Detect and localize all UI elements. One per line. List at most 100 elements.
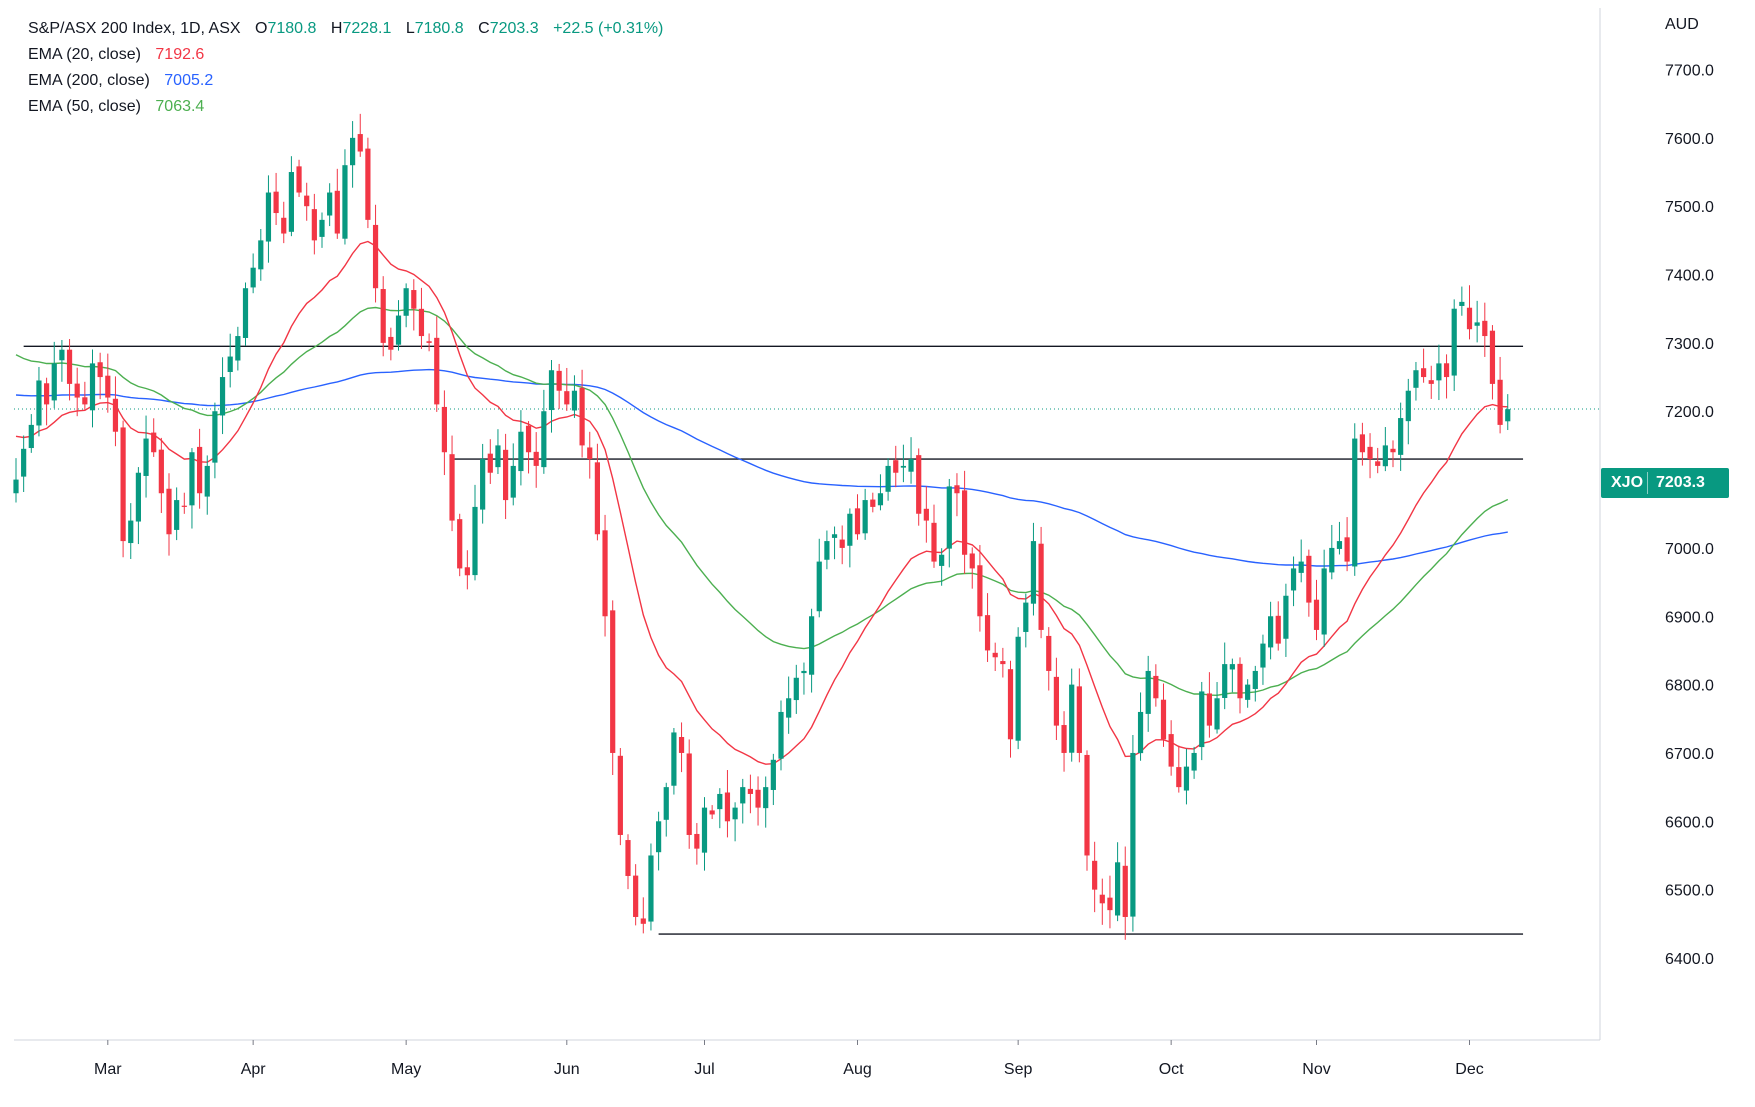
candle-up[interactable]: [1459, 301, 1465, 306]
candle-down[interactable]: [931, 522, 937, 562]
candle-up[interactable]: [235, 336, 241, 361]
candle-down[interactable]: [984, 615, 991, 651]
candle-up[interactable]: [824, 541, 830, 560]
candle-down[interactable]: [1421, 368, 1427, 378]
candle-down[interactable]: [893, 460, 899, 473]
candle-down[interactable]: [916, 455, 922, 514]
candle-down[interactable]: [977, 565, 983, 617]
candle-up[interactable]: [189, 452, 195, 506]
candle-up[interactable]: [1352, 438, 1358, 567]
candle-up[interactable]: [1137, 711, 1144, 754]
candle-down[interactable]: [556, 370, 562, 391]
candle-down[interactable]: [334, 190, 340, 234]
candle-down[interactable]: [158, 449, 164, 494]
candle-up[interactable]: [717, 793, 723, 810]
candle-down[interactable]: [1443, 363, 1450, 378]
candle-down[interactable]: [564, 391, 570, 405]
candle-down[interactable]: [1390, 448, 1396, 453]
candle-down[interactable]: [1099, 894, 1105, 904]
candle-up[interactable]: [548, 370, 555, 411]
candle-down[interactable]: [854, 508, 861, 535]
candle-down[interactable]: [296, 166, 302, 193]
candle-down[interactable]: [1313, 599, 1320, 630]
candle-up[interactable]: [1268, 616, 1274, 648]
candle-down[interactable]: [579, 387, 585, 446]
candle-down[interactable]: [1176, 767, 1182, 788]
candle-down[interactable]: [678, 737, 685, 753]
candle-up[interactable]: [1413, 370, 1419, 388]
indicator-label[interactable]: EMA (20, close): [28, 46, 141, 63]
candle-down[interactable]: [594, 462, 600, 535]
candle-up[interactable]: [265, 192, 272, 242]
indicator-ema50[interactable]: EMA (50, close) 7063.4: [28, 94, 663, 120]
candle-up[interactable]: [1023, 602, 1029, 632]
candle-down[interactable]: [372, 224, 379, 289]
candle-up[interactable]: [786, 698, 792, 718]
candle-down[interactable]: [1482, 320, 1488, 337]
candle-down[interactable]: [1275, 615, 1281, 644]
candle-up[interactable]: [472, 506, 478, 576]
candle-up[interactable]: [1298, 561, 1304, 573]
candle-down[interactable]: [441, 406, 447, 453]
candle-up[interactable]: [1260, 643, 1266, 668]
candle-down[interactable]: [1206, 693, 1212, 726]
candle-down[interactable]: [617, 755, 623, 835]
candle-down[interactable]: [1000, 661, 1006, 665]
candle-down[interactable]: [1107, 897, 1113, 911]
candle-down[interactable]: [380, 289, 386, 343]
candle-up[interactable]: [656, 821, 662, 853]
candle-down[interactable]: [304, 195, 310, 207]
candle-up[interactable]: [495, 445, 501, 468]
indicator-label[interactable]: EMA (200, close): [28, 72, 150, 89]
candle-up[interactable]: [510, 465, 516, 498]
candle-up[interactable]: [809, 616, 815, 675]
candle-down[interactable]: [755, 789, 761, 808]
candle-down[interactable]: [969, 553, 975, 569]
candle-down[interactable]: [709, 810, 715, 815]
candle-down[interactable]: [311, 209, 317, 241]
candle-up[interactable]: [1214, 698, 1220, 730]
candle-down[interactable]: [197, 446, 203, 494]
candle-down[interactable]: [1153, 675, 1159, 699]
candle-up[interactable]: [1290, 568, 1297, 591]
candle-up[interactable]: [89, 363, 96, 411]
candle-up[interactable]: [258, 240, 264, 270]
candle-up[interactable]: [701, 807, 708, 853]
candle-up[interactable]: [793, 677, 799, 701]
candle-down[interactable]: [625, 840, 631, 876]
symbol-header[interactable]: S&P/ASX 200 Index, 1D, ASX O7180.8 H7228…: [28, 16, 663, 42]
candle-down[interactable]: [464, 567, 470, 576]
candle-down[interactable]: [66, 349, 73, 384]
candle-down[interactable]: [503, 449, 509, 501]
candle-up[interactable]: [770, 759, 776, 790]
candle-up[interactable]: [1015, 636, 1021, 741]
candle-up[interactable]: [1382, 445, 1388, 467]
candle-down[interactable]: [747, 788, 753, 794]
candle-up[interactable]: [571, 390, 578, 411]
candle-up[interactable]: [648, 855, 654, 922]
candle-up[interactable]: [1252, 670, 1258, 689]
candle-down[interactable]: [992, 652, 998, 658]
candle-up[interactable]: [1329, 547, 1335, 573]
candle-up[interactable]: [885, 465, 891, 492]
candle-up[interactable]: [778, 711, 784, 759]
candle-up[interactable]: [1030, 541, 1037, 604]
candle-down[interactable]: [1466, 307, 1473, 330]
candle-up[interactable]: [395, 315, 402, 345]
candle-down[interactable]: [487, 453, 493, 473]
indicator-label[interactable]: EMA (50, close): [28, 98, 141, 115]
candle-down[interactable]: [1367, 446, 1373, 460]
candle-down[interactable]: [426, 341, 432, 343]
candle-up[interactable]: [227, 356, 233, 372]
candle-up[interactable]: [740, 787, 746, 804]
candle-down[interactable]: [1168, 734, 1174, 767]
candle-down[interactable]: [112, 398, 119, 432]
candle-down[interactable]: [694, 833, 700, 849]
candle-up[interactable]: [250, 267, 256, 288]
candle-up[interactable]: [1229, 664, 1235, 670]
candle-down[interactable]: [418, 308, 425, 337]
candle-down[interactable]: [1046, 635, 1052, 671]
candle-down[interactable]: [602, 530, 608, 617]
candle-down[interactable]: [44, 383, 50, 405]
